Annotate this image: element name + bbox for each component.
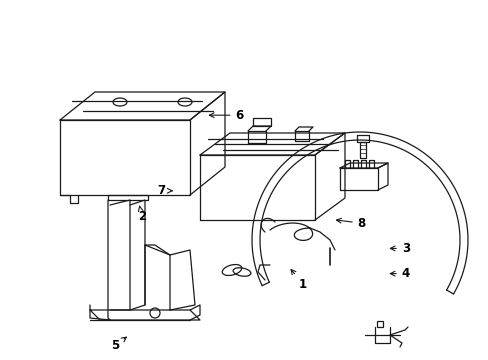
- Text: 4: 4: [389, 267, 409, 280]
- Text: 1: 1: [290, 270, 306, 291]
- Text: 8: 8: [336, 217, 365, 230]
- Text: 3: 3: [389, 242, 409, 255]
- Text: 6: 6: [209, 109, 243, 122]
- Text: 5: 5: [111, 337, 126, 352]
- Bar: [376, 321, 382, 327]
- Text: 7: 7: [157, 184, 172, 197]
- Text: 2: 2: [138, 206, 145, 222]
